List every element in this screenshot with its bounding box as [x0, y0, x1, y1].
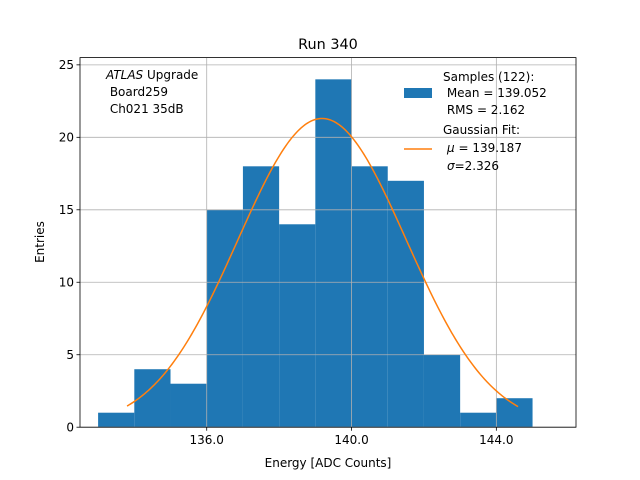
hist-bar-4	[242, 166, 280, 428]
legend-hist-line-2: Mean = 139.052	[443, 86, 547, 100]
annotation-line-3: Ch021 35dB	[106, 102, 184, 116]
annotation-atlas: ATLAS	[105, 68, 144, 82]
ticks-layer: 136.0 140.0 144.0 0 5 10 15 20 25	[59, 58, 514, 447]
legend-fit-mu: μ = 139.187	[446, 141, 522, 155]
hist-bar-5	[279, 224, 316, 428]
annotation-line-1: ATLAS Upgrade	[105, 68, 198, 82]
legend-mu-symbol: μ	[446, 141, 455, 155]
x-axis-label: Energy [ADC Counts]	[265, 456, 392, 470]
hist-bar-8	[387, 180, 424, 428]
hist-bar-2	[170, 383, 207, 428]
x-tick-label-2: 144.0	[479, 433, 513, 447]
legend-hist-line-3: RMS = 2.162	[443, 103, 525, 117]
hist-bar-9	[423, 354, 461, 428]
hist-bar-11	[496, 398, 533, 428]
hist-bar-0	[98, 412, 135, 428]
y-axis-label: Entries	[33, 221, 47, 263]
y-tick-label-0: 0	[66, 421, 74, 435]
annotation-upgrade: Upgrade	[143, 68, 198, 82]
legend-hist-line-1: Samples (122):	[443, 70, 534, 84]
legend-sigma-value: =2.326	[455, 159, 499, 173]
legend-mu-value: = 139.187	[455, 141, 522, 155]
legend-sigma-symbol: σ	[447, 159, 455, 173]
chart-title: Run 340	[298, 37, 358, 53]
plot-frame	[79, 57, 577, 428]
x-tick-label-1: 140.0	[334, 433, 368, 447]
x-tick-label-0: 136.0	[190, 433, 224, 447]
legend-fit-title: Gaussian Fit:	[443, 123, 520, 137]
gaussian-fit-line	[126, 117, 519, 408]
hist-bar-3	[206, 209, 243, 428]
hist-bar-10	[460, 412, 497, 428]
hist-bar-1	[134, 369, 171, 428]
y-tick-label-5: 25	[59, 58, 74, 72]
annotation-text: ATLAS Upgrade Board259 Ch021 35dB	[105, 68, 198, 116]
annotation-line-2: Board259	[106, 85, 168, 99]
y-tick-label-1: 5	[66, 348, 74, 362]
y-tick-label-2: 10	[59, 276, 74, 290]
hist-bar-7	[351, 166, 388, 428]
legend-hist-swatch	[404, 88, 432, 98]
grid-layer	[80, 57, 576, 428]
legend: Samples (122): Mean = 139.052 RMS = 2.16…	[404, 70, 547, 173]
legend-fit-sigma: σ=2.326	[447, 159, 499, 173]
fit-layer	[126, 117, 519, 408]
y-tick-label-3: 15	[59, 203, 74, 217]
y-tick-label-4: 20	[59, 131, 74, 145]
